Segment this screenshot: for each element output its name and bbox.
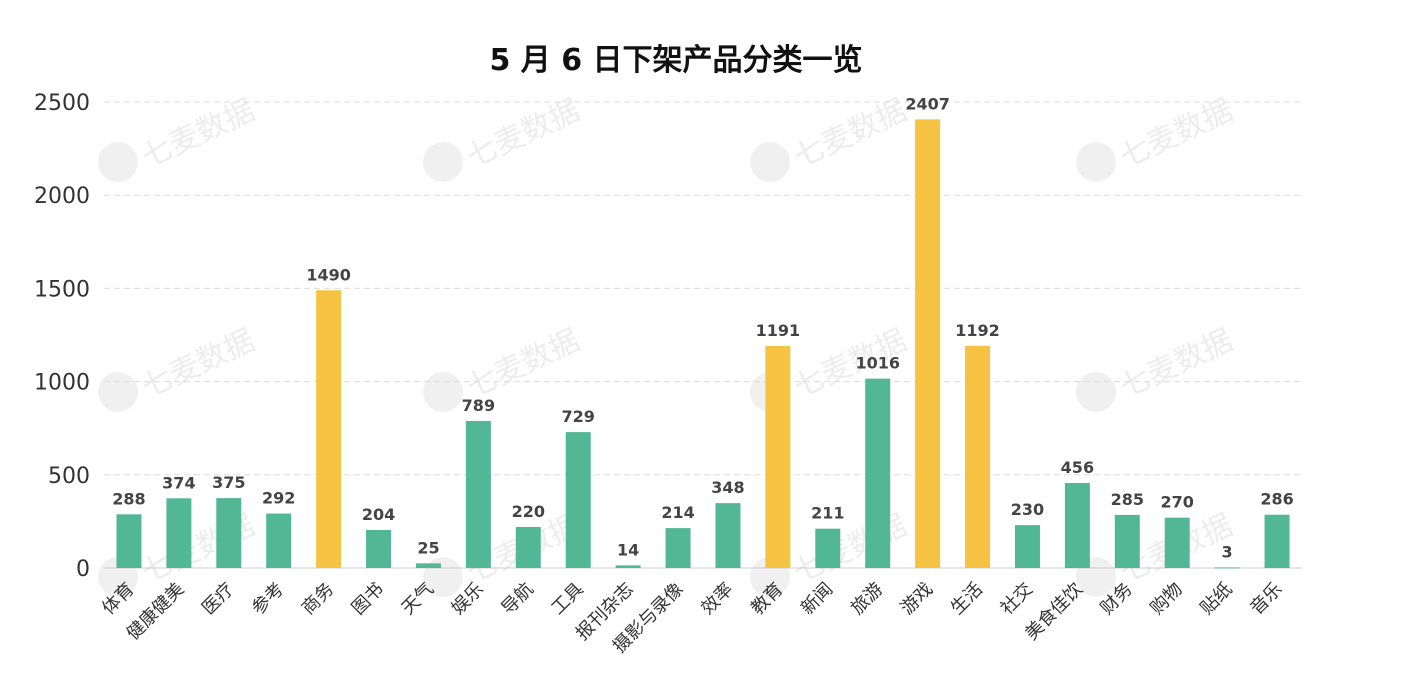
- data-label: 286: [1260, 490, 1293, 509]
- watermark: 七麦数据: [423, 93, 585, 182]
- data-label: 1490: [306, 265, 351, 284]
- watermark: 七麦数据: [423, 323, 585, 412]
- watermark-text: 七麦数据: [789, 93, 913, 175]
- data-label: 211: [811, 504, 844, 523]
- bar: [915, 119, 941, 568]
- watermark: 七麦数据: [1076, 508, 1238, 597]
- x-tick-label: 贴纸: [1196, 579, 1236, 619]
- x-tick-label: 图书: [348, 579, 388, 619]
- x-tick-label: 音乐: [1246, 579, 1286, 619]
- data-label: 25: [417, 538, 439, 557]
- data-label: 729: [562, 407, 595, 426]
- data-label: 1016: [855, 354, 900, 373]
- watermark: 七麦数据: [423, 508, 585, 597]
- bar: [166, 498, 192, 568]
- data-label: 456: [1061, 458, 1094, 477]
- bar: [415, 563, 441, 568]
- watermark: 七麦数据: [98, 93, 260, 182]
- bar: [815, 528, 841, 568]
- data-label: 230: [1011, 500, 1044, 519]
- data-label: 285: [1111, 490, 1144, 509]
- watermark-logo-icon: [98, 142, 138, 182]
- y-axis: 0 500 1000 1500 2000 2500: [34, 91, 90, 582]
- watermark: 七麦数据: [1076, 323, 1238, 412]
- bar: [565, 432, 591, 568]
- watermark-text: 七麦数据: [789, 508, 913, 590]
- watermark-logo-icon: [98, 372, 138, 412]
- data-label: 2407: [905, 94, 950, 113]
- x-tick-label: 参考: [248, 579, 288, 619]
- watermark-text: 七麦数据: [1115, 93, 1239, 175]
- watermark-logo-icon: [423, 372, 463, 412]
- x-tick-label: 商务: [298, 579, 338, 619]
- bar: [1014, 525, 1040, 568]
- bar: [316, 290, 342, 568]
- y-tick-label: 1500: [34, 277, 90, 302]
- x-tick-label: 导航: [498, 579, 538, 619]
- watermark-text: 七麦数据: [1115, 323, 1239, 405]
- x-tick-label: 购物: [1146, 579, 1186, 619]
- data-label: 204: [362, 505, 395, 524]
- y-tick-label: 2500: [34, 91, 90, 116]
- bar: [865, 378, 891, 568]
- watermark: 七麦数据: [98, 323, 260, 412]
- watermark-logo-icon: [750, 142, 790, 182]
- data-label: 214: [661, 503, 694, 522]
- x-tick-label: 生活: [947, 579, 987, 619]
- data-label: 789: [462, 396, 495, 415]
- bar: [1114, 514, 1140, 568]
- x-tick-label: 医疗: [198, 579, 238, 619]
- bar: [1164, 517, 1190, 568]
- y-tick-label: 1000: [34, 371, 90, 396]
- gridlines: [104, 101, 1302, 569]
- data-label: 220: [512, 502, 545, 521]
- bar: [1264, 514, 1290, 568]
- x-tick-label: 游戏: [897, 579, 937, 619]
- data-label: 3: [1222, 542, 1233, 561]
- data-label: 1192: [955, 321, 1000, 340]
- data-label: 374: [162, 473, 195, 492]
- bar: [515, 526, 541, 568]
- watermark-text: 七麦数据: [137, 93, 261, 175]
- bar: [465, 420, 491, 568]
- x-tick-label: 社交: [997, 579, 1037, 619]
- bars: 288 374 375 292 1490 204 25 789 220 729 14 214 348 11…: [112, 94, 1294, 569]
- watermark-logo-icon: [1076, 372, 1116, 412]
- bar: [715, 503, 741, 568]
- y-tick-label: 0: [76, 557, 90, 582]
- x-tick-label: 旅游: [847, 579, 887, 619]
- data-label: 288: [112, 489, 145, 508]
- bar: [266, 513, 292, 568]
- bar: [965, 345, 991, 568]
- data-label: 270: [1161, 493, 1194, 512]
- bar: [366, 529, 392, 568]
- bar: [615, 565, 641, 568]
- x-tick-label: 工具: [547, 579, 587, 619]
- watermark: 七麦数据: [750, 93, 912, 182]
- watermark: 七麦数据: [1076, 93, 1238, 182]
- bar: [1214, 567, 1240, 569]
- chart-title: 5 月 6 日下架产品分类一览: [489, 43, 862, 78]
- bar: [665, 528, 691, 568]
- x-tick-label: 效率: [697, 579, 737, 619]
- watermark-text: 七麦数据: [137, 323, 261, 405]
- bar: [1064, 483, 1090, 568]
- bar: [216, 498, 242, 568]
- watermark-logo-icon: [423, 142, 463, 182]
- watermark-text: 七麦数据: [462, 323, 586, 405]
- data-label: 1191: [756, 321, 801, 340]
- data-label: 375: [212, 473, 245, 492]
- bar: [116, 514, 142, 568]
- y-tick-label: 500: [48, 464, 90, 489]
- y-tick-label: 2000: [34, 184, 90, 209]
- bar: [765, 345, 791, 568]
- data-label: 292: [262, 489, 295, 508]
- data-label: 14: [617, 540, 639, 559]
- watermark-logo-icon: [1076, 142, 1116, 182]
- watermark-text: 七麦数据: [462, 93, 586, 175]
- data-label: 348: [711, 478, 744, 497]
- watermark-text: 七麦数据: [137, 508, 261, 590]
